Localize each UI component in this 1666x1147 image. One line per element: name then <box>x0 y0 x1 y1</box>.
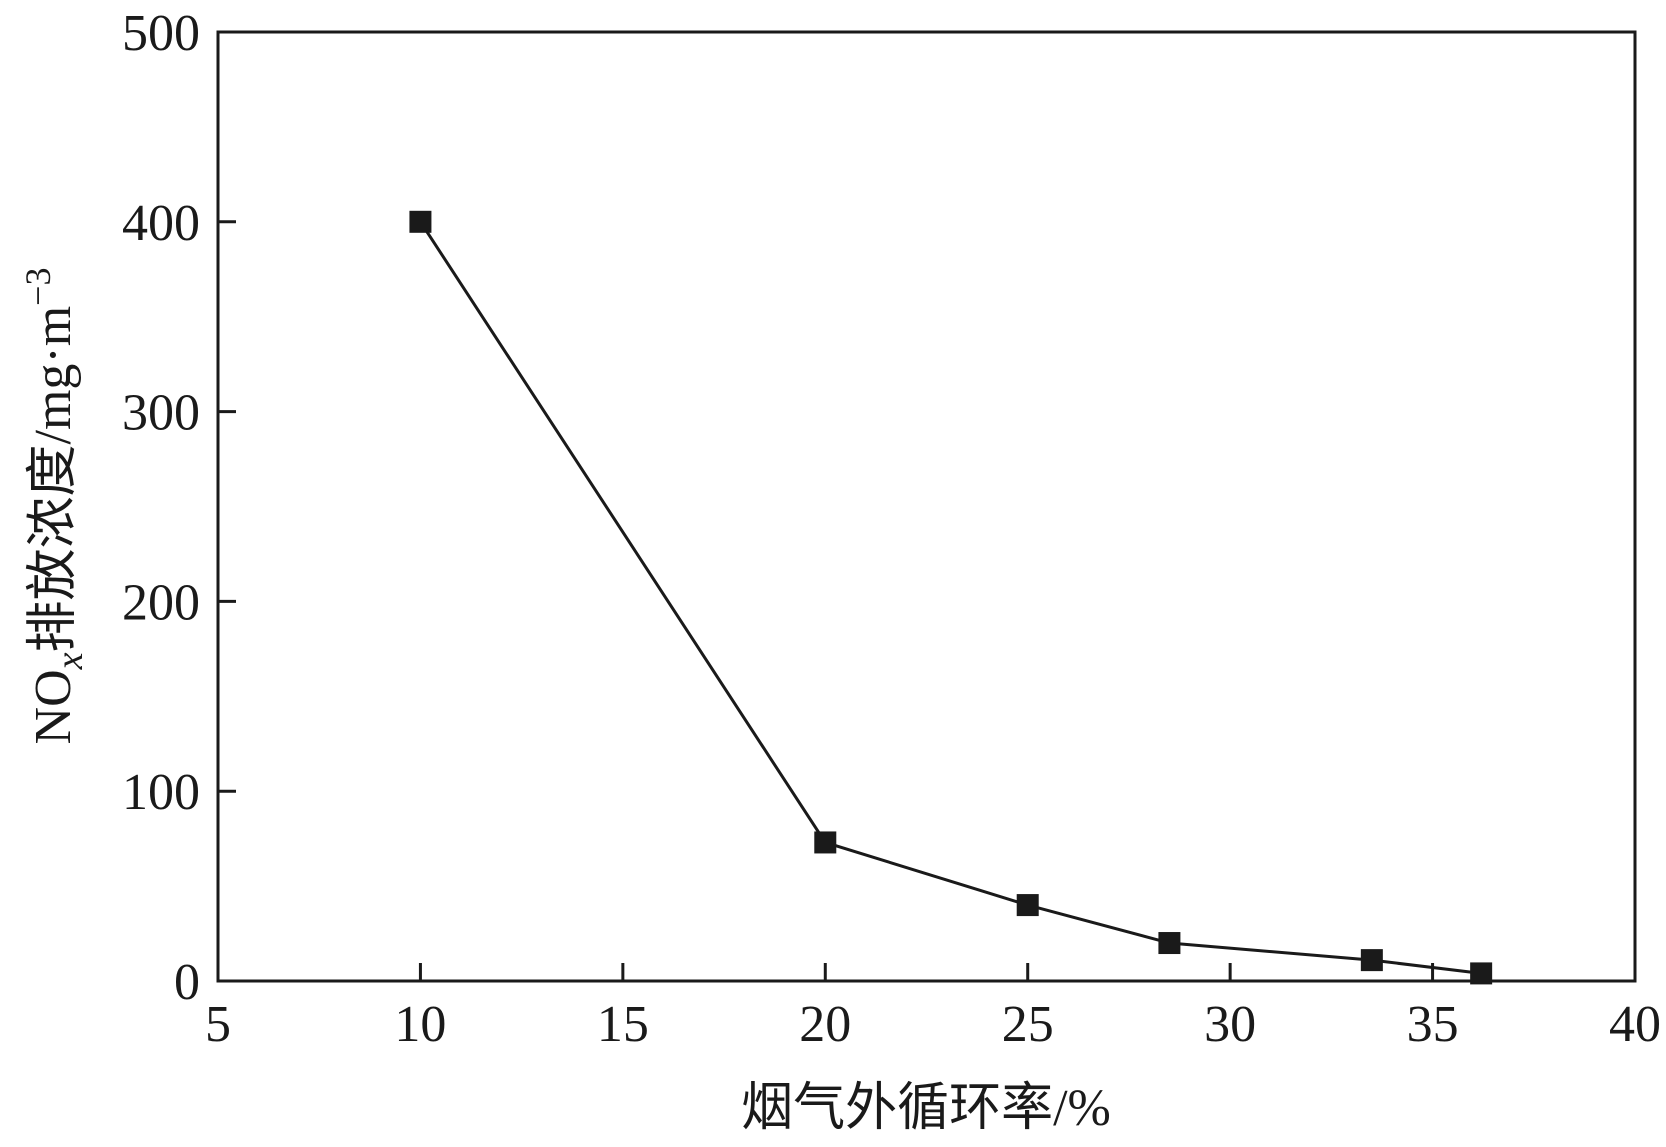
x-tick-label: 20 <box>799 996 851 1053</box>
x-tick-label: 5 <box>205 996 231 1053</box>
y-axis-title-rest: 排放浓度/mg·m <box>25 306 82 653</box>
y-tick-label: 500 <box>122 5 200 62</box>
y-axis-title-superscript: −3 <box>18 268 58 306</box>
plot-frame <box>216 30 1637 983</box>
data-point-marker <box>814 831 837 854</box>
y-axis-title-main: NO <box>25 669 82 744</box>
x-tick-label: 10 <box>394 996 446 1053</box>
y-axis-title: NOx排放浓度/mg·m−3 <box>18 268 91 745</box>
series-layer <box>409 210 1493 985</box>
x-axis-title: 烟气外循环率/% <box>741 1080 1111 1137</box>
x-tick-label: 35 <box>1407 996 1459 1053</box>
data-point-marker <box>1360 949 1383 972</box>
y-tick-label: 0 <box>174 954 200 1011</box>
x-tick-label: 15 <box>597 996 649 1053</box>
series-line <box>419 220 1482 975</box>
y-axis-title-subscript: x <box>49 652 91 670</box>
y-tick-label: 400 <box>122 195 200 252</box>
y-tick-label: 100 <box>122 764 200 821</box>
x-tick-label: 30 <box>1204 996 1256 1053</box>
data-point-marker <box>1016 894 1039 917</box>
y-tick-label: 300 <box>122 385 200 442</box>
y-tick-label: 200 <box>122 574 200 631</box>
x-tick-label: 25 <box>1002 996 1054 1053</box>
x-axis-ticks: 5 10 15 20 25 30 35 40 <box>205 963 1661 1053</box>
data-point-marker <box>1158 932 1181 955</box>
data-point-marker <box>409 210 432 233</box>
data-point-marker <box>1470 962 1493 985</box>
y-axis-ticks: 0 100 200 300 400 500 <box>122 5 236 1011</box>
x-tick-label: 40 <box>1609 996 1661 1053</box>
